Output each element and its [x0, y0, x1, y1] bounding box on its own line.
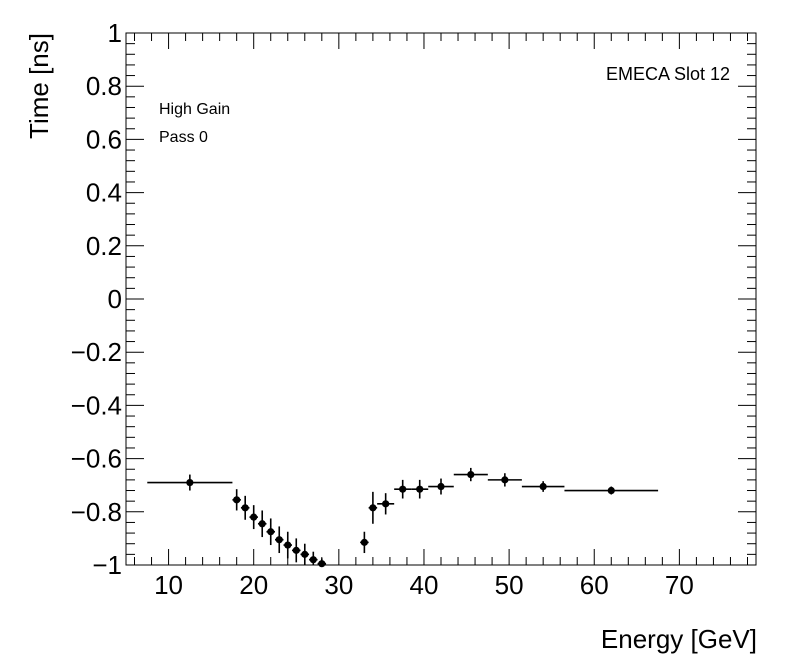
gain-annotation: High Gain: [159, 101, 230, 118]
y-axis-label: Time [ns]: [24, 33, 54, 139]
data-point: [267, 528, 275, 536]
data-point: [369, 504, 377, 512]
pass-annotation: Pass 0: [159, 129, 208, 146]
x-tick-label: 60: [580, 570, 609, 600]
data-point: [539, 482, 547, 491]
x-tick-label: 70: [665, 570, 694, 600]
y-tick-label: 0.6: [86, 124, 122, 154]
y-tick-label: −0.4: [71, 390, 122, 420]
data-point: [292, 546, 300, 554]
data-point: [607, 486, 615, 495]
y-tick-label: −0.6: [71, 444, 122, 474]
y-tick-label: −0.2: [71, 337, 122, 367]
y-tick-label: 1: [108, 18, 122, 48]
data-point: [275, 536, 283, 544]
y-tick-label: −1: [92, 550, 122, 580]
data-point: [309, 556, 317, 564]
x-tick-label: 40: [410, 570, 439, 600]
data-point: [437, 482, 445, 491]
data-point: [467, 470, 475, 479]
y-tick-label: −0.8: [71, 497, 122, 527]
axis-ticks: [126, 32, 756, 566]
data-points: [147, 467, 659, 568]
y-tick-label: 0.2: [86, 231, 122, 261]
data-point: [241, 504, 249, 512]
x-tick-label: 10: [154, 570, 183, 600]
data-point: [258, 520, 266, 528]
data-point: [399, 485, 407, 493]
data-point: [416, 485, 424, 493]
x-tick-label: 30: [324, 570, 353, 600]
x-tick-label: 50: [495, 570, 524, 600]
x-axis-label: Energy [GeV]: [601, 624, 757, 654]
slot-annotation: EMECA Slot 12: [606, 64, 730, 84]
data-point: [501, 476, 509, 484]
data-point: [233, 496, 241, 504]
data-point: [186, 478, 194, 487]
y-tick-label: 0.4: [86, 178, 122, 208]
data-point: [301, 550, 309, 558]
y-tick-label: 0: [108, 284, 122, 314]
data-point: [360, 538, 368, 546]
tick-labels: 10 20 30 40 50 60 70 −1 −0.8 −0.6 −0.4 −0.2 0 0.2 0.4 0…: [71, 18, 694, 600]
x-tick-label: 20: [239, 570, 268, 600]
data-point: [250, 513, 258, 521]
data-point: [284, 541, 292, 549]
data-point: [318, 560, 326, 568]
data-point: [382, 500, 390, 508]
y-tick-label: 0.8: [86, 71, 122, 101]
